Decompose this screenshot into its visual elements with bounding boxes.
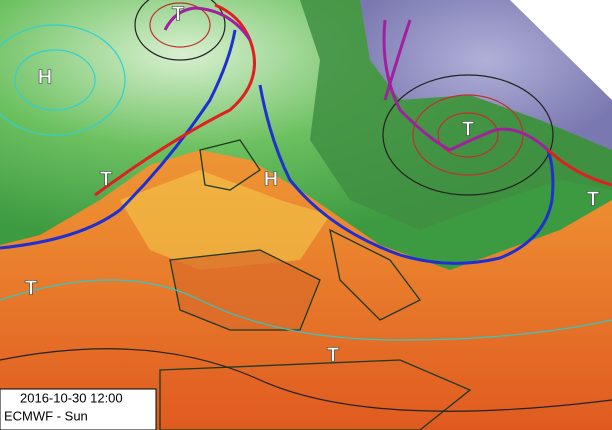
iberia-land: [170, 250, 320, 330]
occluded-front: [163, 6, 252, 41]
isobar: [0, 24, 126, 136]
datetime: 2016-10-30 12:00: [20, 390, 123, 405]
occluded-front: [383, 19, 412, 101]
occluded-front: [382, 19, 549, 152]
isobar: [134, 0, 226, 61]
isobars: [0, 0, 612, 412]
coastlines: [159, 139, 472, 430]
isobar: [149, 2, 211, 48]
polar-air-mass: [360, 0, 612, 150]
pressure-label: T: [327, 344, 339, 366]
pressure-label: T: [587, 188, 599, 210]
isobar: [14, 49, 96, 111]
pressure-label: H: [264, 168, 278, 190]
isobar: [437, 112, 499, 158]
fronts: [0, 3, 612, 265]
pressure-label: T: [172, 3, 184, 25]
no-data-corner: [510, 0, 612, 100]
pressure-label: T: [462, 118, 474, 140]
pressure-label: T: [25, 277, 37, 299]
isobar: [0, 279, 612, 341]
pressure-label: H: [38, 66, 52, 88]
warm-front: [546, 148, 612, 187]
yellow-band: [120, 170, 330, 270]
info-box: [0, 388, 157, 430]
model-label: ECMWF - Sun: [4, 408, 88, 423]
warm-front: [94, 3, 256, 197]
isobar: [0, 348, 612, 412]
isobar: [382, 74, 554, 196]
cold-front: [258, 84, 555, 265]
pressure-label: T: [100, 168, 112, 190]
cold-front: [0, 29, 237, 250]
